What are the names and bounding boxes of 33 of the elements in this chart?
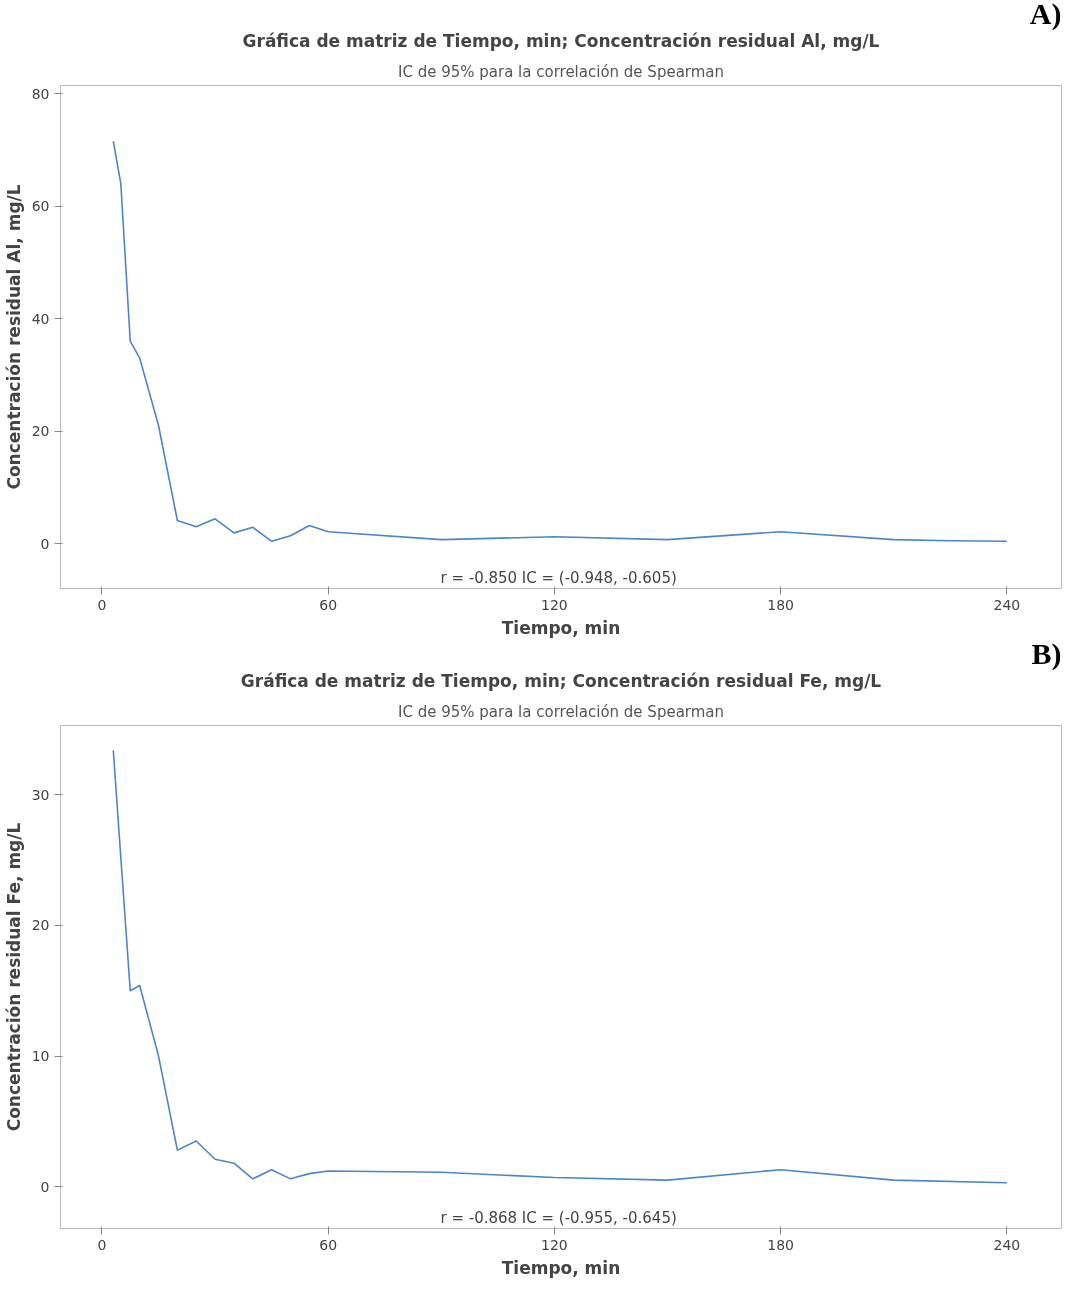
y-tick-label: 10 <box>31 1048 50 1065</box>
text: B) <box>1031 636 1062 671</box>
y-tick-label: 20 <box>31 423 50 440</box>
annotation: r = -0.850 IC = (-0.948, -0.605) <box>440 568 677 587</box>
y-tick-label: 30 <box>31 786 50 803</box>
x-tick-label: 60 <box>319 1236 338 1253</box>
chart-title: Gráfica de matriz de Tiempo, min; Concentración residual Fe, mg/L <box>240 670 882 691</box>
y-tick-label: 20 <box>31 917 50 934</box>
x-tick-label: 0 <box>97 1236 107 1253</box>
y-axis-title: Concentración residual Fe, mg/L <box>3 822 24 1132</box>
chart-subtitle: IC de 95% para la correlación de Spearman <box>397 62 725 81</box>
x-tick-label: 180 <box>767 596 794 613</box>
x-tick-label: 240 <box>993 1236 1021 1253</box>
chart-title: Gráfica de matriz de Tiempo, min; Concentración residual Al, mg/L <box>242 30 880 51</box>
annotation: r = -0.868 IC = (-0.955, -0.645) <box>440 1208 677 1227</box>
x-tick-label: 180 <box>767 1236 794 1253</box>
x-tick-label: 120 <box>541 596 568 613</box>
x-tick-label: 0 <box>97 596 107 613</box>
chart-subtitle: IC de 95% para la correlación de Spearman <box>397 702 725 721</box>
y-tick-label: 40 <box>31 310 50 327</box>
x-axis-title: Tiempo, min <box>501 1257 621 1278</box>
x-tick-label: 240 <box>993 596 1021 613</box>
y-axis-title: Concentración residual Al, mg/L <box>3 184 24 490</box>
line-series <box>112 140 1008 543</box>
text: A) <box>1029 0 1062 31</box>
line-series <box>112 749 1008 1184</box>
x-tick-label: 60 <box>319 596 338 613</box>
y-tick-label: 0 <box>40 1178 50 1195</box>
y-tick-label: 0 <box>40 535 50 552</box>
y-tick-label: 60 <box>31 198 50 215</box>
x-tick-label: 120 <box>541 1236 568 1253</box>
x-axis-title: Tiempo, min <box>501 617 621 638</box>
y-tick-label: 80 <box>31 85 50 102</box>
